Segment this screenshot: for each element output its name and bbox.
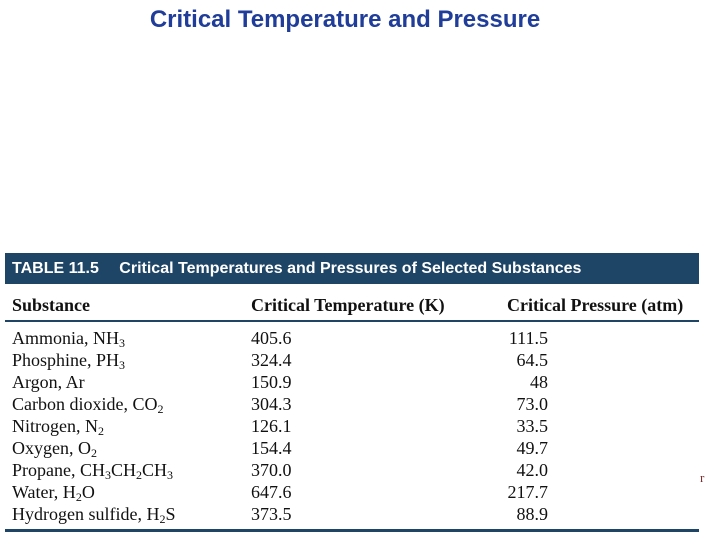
table-number: TABLE 11.5	[12, 260, 99, 277]
temperature-cell: 126.1	[251, 416, 292, 436]
temperature-cell: 154.4	[251, 438, 292, 458]
temperature-cell: 324.4	[251, 350, 292, 370]
temperature-cell: 647.6	[251, 482, 292, 502]
table-caption: Critical Temperatures and Pressures of S…	[119, 260, 582, 277]
substance-cell: Propane, CH3CH2CH3	[12, 459, 173, 481]
slide-title: Critical Temperature and Pressure	[149, 6, 541, 33]
substance-cell: Ammonia, NH3	[12, 327, 125, 349]
name-text: Hydrogen sulfide, H	[12, 504, 160, 524]
temperature-cell: 373.5	[251, 504, 292, 524]
column-header-substance: Substance	[12, 295, 91, 315]
name-text: S	[165, 504, 176, 524]
name-text: Nitrogen, N	[12, 416, 98, 436]
name-text: CH	[142, 460, 168, 480]
table-body: Ammonia, NH3 405.6 111.5 Phosphine, PH3 324.…	[5, 322, 699, 532]
temperature-cell: 150.9	[251, 372, 292, 392]
pressure-cell: 48	[530, 372, 548, 392]
subscript: 3	[105, 468, 111, 482]
subscript: 3	[167, 468, 174, 482]
table-header-row: Substance Critical Temperature (K) Criti…	[5, 290, 699, 322]
subscript: 2	[159, 512, 166, 526]
pressure-cell: 33.5	[516, 416, 549, 436]
name-text: Carbon dioxide, CO	[12, 394, 158, 414]
name-text: Oxygen, O	[12, 438, 91, 458]
pressure-cell: 111.5	[508, 328, 548, 348]
table-caption-bar: TABLE 11.5 Critical Temperatures and Pre…	[5, 253, 699, 284]
pressure-cell: 49.7	[516, 438, 549, 458]
critical-properties-table: TABLE 11.5 Critical Temperatures and Pre…	[5, 253, 699, 532]
stray-text: r	[700, 470, 705, 485]
table-row: Hydrogen sulfide, H2S 373.5 88.9	[5, 503, 699, 525]
subscript: 2	[75, 490, 82, 504]
column-header-pressure: Critical Pressure (atm)	[507, 295, 684, 315]
subscript: 3	[119, 358, 126, 372]
table-row: Propane, CH3CH2CH3 370.0 42.0	[5, 459, 699, 481]
name-text: O	[81, 482, 95, 502]
subscript: 2	[136, 468, 143, 482]
subscript: 2	[97, 424, 104, 438]
name-text: Phosphine, PH	[12, 350, 120, 370]
substance-cell: Phosphine, PH3	[12, 349, 125, 371]
name-text: Water, H	[12, 482, 76, 502]
substance-cell: Nitrogen, N2	[12, 415, 104, 437]
substance-cell: Oxygen, O2	[12, 437, 97, 459]
name-text: CH	[111, 460, 137, 480]
pressure-cell: 73.0	[516, 394, 549, 414]
table-row: Water, H2O 647.6 217.7	[5, 481, 699, 503]
name-text: Argon, Ar	[12, 372, 85, 392]
table-row: Carbon dioxide, CO2 304.3 73.0	[5, 393, 699, 415]
column-header-temperature: Critical Temperature (K)	[251, 295, 445, 315]
pressure-cell: 217.7	[507, 482, 549, 502]
table-row: Phosphine, PH3 324.4 64.5	[5, 349, 699, 371]
table-row: Nitrogen, N2 126.1 33.5	[5, 415, 699, 437]
pressure-cell: 88.9	[516, 504, 549, 524]
subscript: 2	[91, 446, 97, 460]
subscript: 3	[119, 336, 125, 350]
subscript: 2	[157, 402, 164, 416]
name-text: Propane, CH	[12, 460, 105, 480]
table-row: Ammonia, NH3 405.6 111.5	[5, 327, 699, 349]
pressure-cell: 64.5	[516, 350, 549, 370]
substance-cell: Water, H2O	[12, 481, 95, 503]
table-row: Oxygen, O2 154.4 49.7	[5, 437, 699, 459]
temperature-cell: 405.6	[251, 328, 292, 348]
table-row: Argon, Ar 150.9 48	[5, 371, 699, 393]
pressure-cell: 42.0	[516, 460, 549, 480]
substance-cell: Carbon dioxide, CO2	[12, 393, 164, 415]
substance-cell: Argon, Ar	[12, 371, 85, 393]
temperature-cell: 304.3	[251, 394, 292, 414]
temperature-cell: 370.0	[251, 460, 292, 480]
substance-cell: Hydrogen sulfide, H2S	[12, 503, 176, 525]
name-text: Ammonia, NH	[12, 328, 119, 348]
